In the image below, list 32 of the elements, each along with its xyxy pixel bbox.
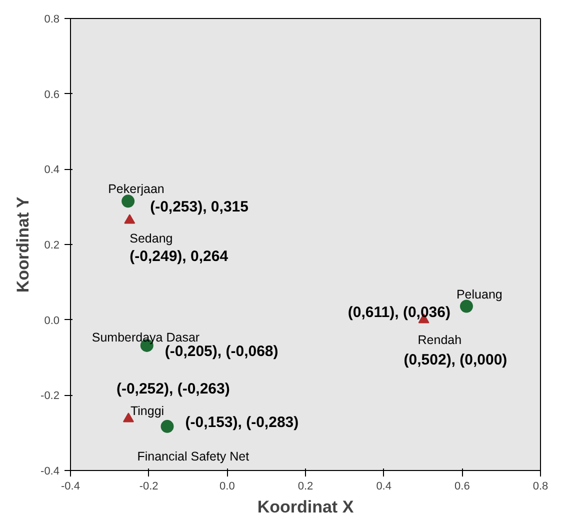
annotation: (0,502), (0,000) [404, 351, 508, 368]
y-tick-label: -0.4 [40, 466, 60, 478]
y-tick-label: 0.2 [44, 240, 60, 252]
y-tick-label: -0.2 [40, 390, 60, 402]
annotation: (-0,253), 0,315 [150, 198, 248, 216]
x-tick-label: 0.2 [298, 480, 314, 492]
y-tick-label: 0.0 [44, 314, 60, 327]
annotation: Financial Safety Net [137, 449, 250, 464]
annotation: Pekerjaan [108, 182, 164, 196]
annotation: Sumberdaya Dasar [92, 330, 200, 344]
x-tick-label: 0.8 [532, 480, 548, 492]
x-tick-label: 0.4 [376, 480, 392, 492]
annotation: Rendah [418, 332, 462, 347]
annotation: (-0,249), 0,264 [130, 248, 229, 265]
x-tick-label: -0.4 [61, 480, 80, 492]
x-tick-label: -0.2 [139, 480, 158, 492]
annotation: (-0,205), (-0,068) [164, 342, 278, 360]
annotation: Tinggi [130, 404, 164, 418]
x-axis-title: Koordinat X [257, 498, 354, 516]
y-tick-label: 0.6 [44, 88, 60, 101]
x-tick-label: 0.0 [220, 480, 235, 492]
y-tick-label: 0.8 [44, 14, 60, 26]
annotation: Peluang [456, 287, 502, 302]
y-axis-title: Koordinat Y [14, 196, 33, 293]
y-tick-label: 0.4 [44, 164, 60, 176]
annotation: Sedang [130, 231, 173, 246]
point [160, 420, 174, 433]
annotation: (0,611), (0,036) [348, 304, 450, 321]
annotation: (-0,252), (-0,263) [116, 380, 230, 398]
x-tick-label: 0.6 [454, 480, 470, 492]
annotation: (-0,153), (-0,283) [185, 414, 299, 431]
point [124, 214, 136, 224]
